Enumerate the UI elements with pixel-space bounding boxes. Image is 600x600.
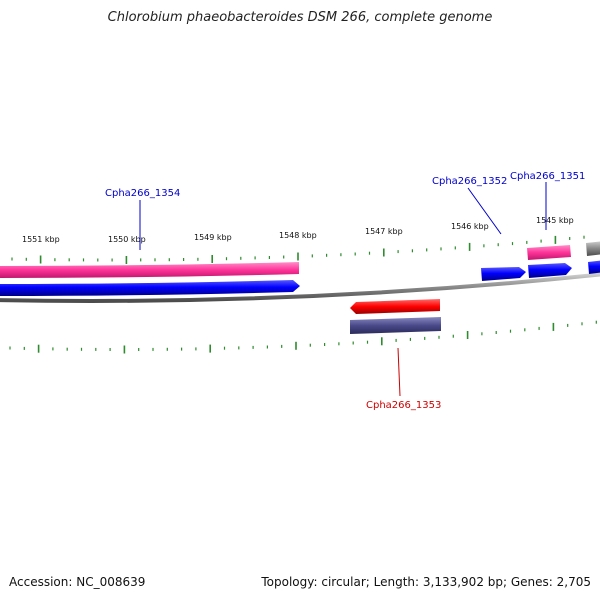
leader-line [397,347,401,397]
gene-label[interactable]: Cpha266_1354 [105,188,180,199]
ruler-label: 1547 kbp [365,227,403,236]
ruler-label: 1545 kbp [536,216,574,225]
ruler-label: 1551 kbp [22,235,60,244]
cds-feature-blue[interactable] [481,267,526,281]
cds-feature-blue[interactable] [0,280,300,296]
genome-backbone [0,272,600,303]
gene-feature-gray[interactable] [586,241,600,256]
map-title: Chlorobium phaeobacteroides DSM 266, com… [107,10,493,25]
ruler-label: 1548 kbp [279,231,317,240]
ruler-labels: 1551 kbp 1550 kbp 1549 kbp 1548 kbp 1547… [22,216,574,244]
cds-feature-red[interactable] [350,299,440,314]
inner-ruler-ticks [9,320,597,354]
ruler-label: 1546 kbp [451,222,489,231]
cds-feature-blue[interactable] [588,260,600,274]
ruler-label: 1549 kbp [194,233,232,242]
gene-labels: Cpha266_1354 Cpha266_1353 Cpha266_1352 C… [105,171,585,411]
gene-label[interactable]: Cpha266_1353 [366,400,441,411]
accession-label: Accession: NC_008639 [9,575,146,589]
outer-ruler-ticks [11,235,585,264]
ruler-label: 1550 kbp [108,235,146,244]
gene-feature-pink[interactable] [527,245,571,260]
cds-feature-blue[interactable] [528,263,572,278]
gene-feature-pink[interactable] [0,262,299,278]
gene-label[interactable]: Cpha266_1352 [432,176,507,187]
leader-line [467,187,502,235]
gene-feature-purple[interactable] [350,317,441,334]
genome-summary: Topology: circular; Length: 3,133,902 bp… [261,575,591,589]
gene-label[interactable]: Cpha266_1351 [510,171,585,182]
